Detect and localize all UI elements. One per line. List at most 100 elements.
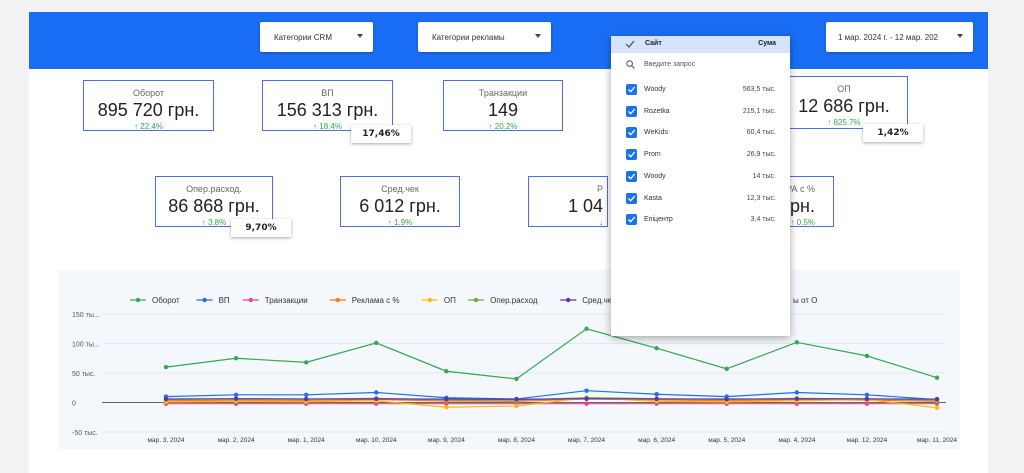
dropdown-header: Сайт Сума (611, 36, 790, 53)
dropdown-item-amount: 12,3 тыс. (746, 194, 776, 202)
checkbox-checked-icon[interactable] (626, 105, 637, 117)
data-point[interactable] (864, 353, 870, 359)
data-point[interactable] (584, 326, 589, 331)
report-canvas: Категории CRM Категории рекламы 1 мар. 2… (29, 12, 988, 473)
data-point[interactable] (374, 390, 379, 395)
dropdown-item-amount: 14 тыс. (752, 172, 776, 180)
legend-marker (566, 297, 571, 303)
kpi-label: Р (596, 184, 603, 194)
search-icon (626, 60, 635, 69)
dropdown-item-name: Kasta (644, 194, 662, 202)
data-point[interactable] (233, 356, 239, 361)
data-point[interactable] (934, 405, 940, 411)
data-point[interactable] (303, 392, 309, 398)
data-point[interactable] (584, 388, 589, 393)
data-point[interactable] (724, 396, 729, 402)
kpi-card-gross-profit: ВП 156 313 грн. ↑ 18.4% (262, 80, 393, 131)
dropdown-item[interactable]: Rozetka 215,1 тыс. (611, 101, 790, 123)
data-point[interactable] (654, 392, 659, 397)
legend-marker (335, 297, 340, 303)
dropdown-item-amount: 563,5 тыс. (742, 86, 776, 93)
legend-label[interactable]: Сред.чек (582, 296, 616, 305)
checkbox-checked-icon[interactable] (626, 214, 637, 226)
data-point[interactable] (444, 396, 449, 402)
data-point[interactable] (794, 390, 800, 395)
data-point[interactable] (794, 396, 800, 402)
dropdown-item[interactable]: WeKids 60,4 тыс. (611, 122, 790, 144)
dropdown-item[interactable]: Woody 563,5 тыс. (611, 79, 790, 101)
x-tick-label: мар. 10, 2024 (356, 437, 397, 444)
legend-label[interactable]: Транзакции (265, 296, 308, 305)
data-point[interactable] (864, 396, 870, 402)
data-point[interactable] (163, 396, 169, 402)
data-point[interactable] (233, 392, 239, 398)
chevron-down-icon (357, 34, 363, 38)
site-column-header[interactable]: Сайт (645, 40, 662, 47)
dropdown-item-name: Епіцентр (644, 216, 673, 224)
date-range-filter[interactable]: 1 мар. 2024 г. - 12 мар. 202 (826, 22, 973, 52)
data-point[interactable] (514, 403, 519, 409)
data-point[interactable] (864, 401, 870, 406)
x-tick-label: мар. 7, 2024 (568, 437, 605, 444)
series-line (165, 390, 938, 401)
data-point[interactable] (654, 346, 659, 351)
select-all-checkmark-icon[interactable] (625, 39, 635, 49)
dropdown-search[interactable]: Введите запрос (611, 53, 790, 75)
site-filter-dropdown[interactable]: Сайт Сума Введите запрос Woody 563,5 тыс.… (611, 36, 790, 336)
line-chart: 150 ты... 100 ты... 50 тыс. 0 -50 тыс. мар. 3… (72, 296, 958, 444)
dropdown-item-amount: 60,4 тыс. (746, 129, 776, 137)
checkbox-checked-icon[interactable] (626, 127, 637, 139)
data-point[interactable] (233, 396, 239, 401)
kpi-label: Оборот (132, 88, 165, 98)
dropdown-item-name: Prom (644, 151, 661, 159)
x-tick-label: мар. 9, 2024 (428, 437, 465, 444)
legend-label[interactable]: ОП (444, 296, 456, 305)
legend-marker (135, 297, 141, 303)
data-point[interactable] (584, 396, 589, 401)
checkbox-checked-icon[interactable] (626, 192, 637, 204)
sum-column-header[interactable]: Сума (758, 40, 776, 47)
data-point[interactable] (514, 397, 519, 402)
data-point[interactable] (444, 405, 449, 410)
checkbox-checked-icon[interactable] (626, 149, 637, 161)
data-point[interactable] (934, 375, 940, 380)
dropdown-item[interactable]: Woody 14 тыс. (611, 166, 790, 188)
checkbox-checked-icon[interactable] (626, 84, 637, 95)
dropdown-item-name: Rozetka (644, 107, 670, 115)
data-point[interactable] (374, 340, 379, 346)
y-tick-label: -50 тыс. (72, 430, 98, 437)
y-tick-label: 100 ты... (72, 342, 100, 349)
legend-label[interactable]: ВП (219, 296, 230, 305)
legend-marker (248, 297, 253, 303)
data-point[interactable] (303, 396, 309, 402)
kpi-value: 1 04 (567, 196, 603, 216)
data-point[interactable] (444, 369, 449, 374)
legend-label-truncated[interactable]: ы от О (793, 296, 817, 305)
ads-category-filter[interactable]: Категории рекламы (418, 22, 551, 52)
data-point[interactable] (794, 340, 800, 345)
data-point[interactable] (163, 364, 169, 370)
dropdown-item[interactable]: Kasta 12,3 тыс. (611, 188, 790, 210)
data-point[interactable] (934, 396, 940, 402)
dropdown-item-amount: 26,9 тыс. (746, 151, 776, 159)
data-point[interactable] (724, 366, 729, 372)
data-point[interactable] (654, 396, 659, 402)
series-line (165, 398, 938, 402)
dropdown-item[interactable]: Епіцентр 3,4 тыс. (611, 209, 790, 231)
data-point[interactable] (584, 401, 589, 406)
data-point[interactable] (303, 360, 309, 365)
data-point[interactable] (374, 396, 379, 402)
x-tick-label: мар. 8, 2024 (498, 437, 535, 444)
data-point[interactable] (514, 376, 519, 382)
dropdown-item[interactable]: Prom 26,9 тыс. (611, 144, 790, 166)
crm-category-filter[interactable]: Категории CRM (260, 22, 373, 52)
kpi-card-operating-expenses: Опер.расход. 86 868 грн. ↑ 3.8% (155, 176, 273, 227)
data-point[interactable] (864, 392, 870, 398)
date-range-label: 1 мар. 2024 г. - 12 мар. 202 (838, 32, 939, 42)
legend-label[interactable]: Реклама с % (352, 296, 400, 305)
x-tick-label: мар. 11, 2024 (917, 437, 958, 444)
search-input[interactable]: Введите запрос (644, 61, 696, 68)
legend-label[interactable]: Оборот (152, 296, 180, 305)
checkbox-checked-icon[interactable] (626, 170, 637, 182)
legend-label[interactable]: Опер.расход (490, 296, 538, 305)
